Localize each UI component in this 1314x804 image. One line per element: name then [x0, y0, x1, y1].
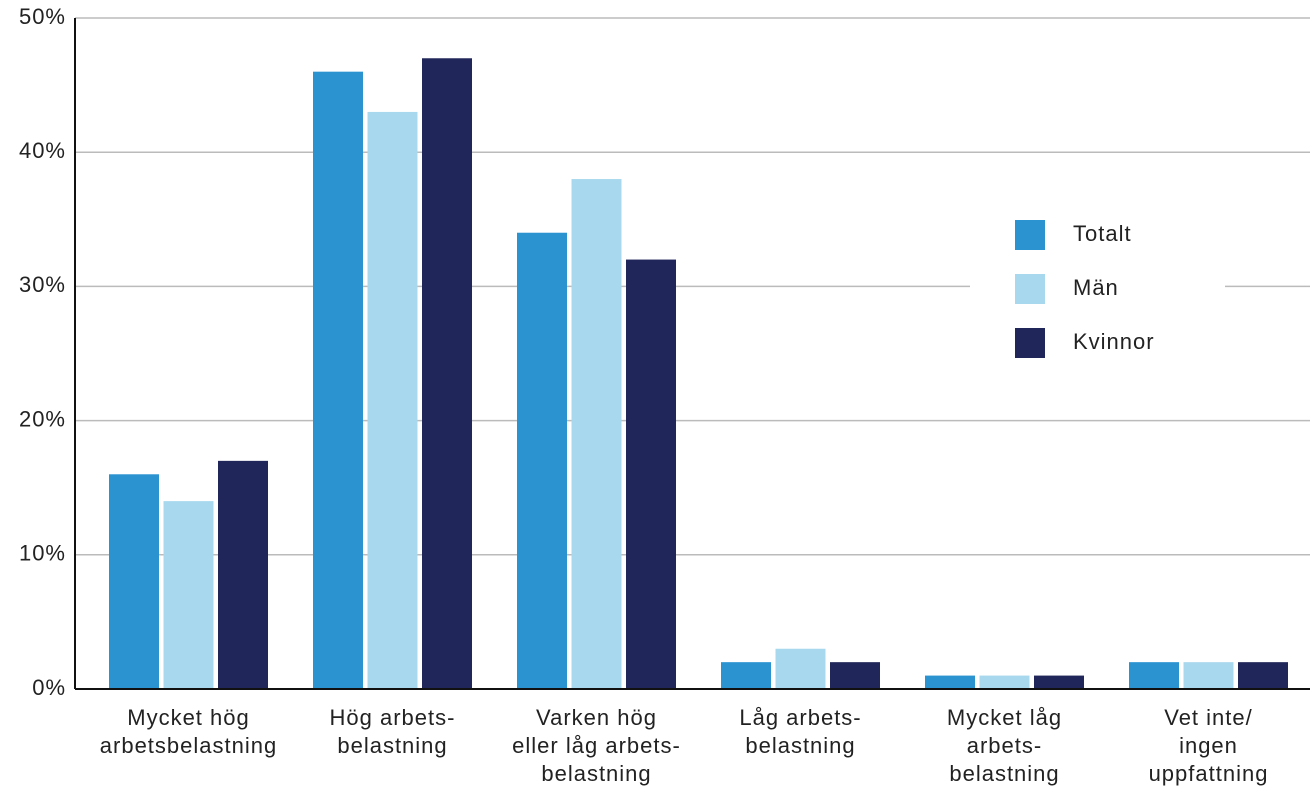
bar	[1183, 662, 1234, 689]
bar	[721, 662, 771, 689]
legend-swatch	[1015, 274, 1045, 304]
bar	[775, 648, 826, 689]
x-tick-label: Låg arbets- belastning	[739, 705, 862, 758]
bar	[367, 111, 418, 689]
legend-background	[970, 200, 1225, 370]
bar	[218, 460, 268, 689]
y-tick-label: 0%	[32, 675, 66, 700]
y-tick-label: 10%	[19, 541, 66, 566]
legend-swatch	[1015, 220, 1045, 250]
bar	[925, 675, 975, 689]
bar	[422, 58, 472, 689]
bar	[163, 501, 214, 689]
bar	[571, 179, 622, 690]
y-tick-label: 30%	[19, 272, 66, 297]
x-tick-label: Vet inte/ ingen uppfattning	[1148, 705, 1269, 786]
bar	[109, 474, 159, 689]
bar	[517, 232, 567, 689]
bar	[313, 71, 363, 690]
bar	[830, 662, 880, 689]
y-tick-label: 50%	[19, 4, 66, 29]
y-tick-label: 40%	[19, 138, 66, 163]
legend-label: Män	[1073, 275, 1119, 300]
bar	[1238, 662, 1288, 689]
bar	[1129, 662, 1179, 689]
bar	[979, 675, 1030, 689]
legend-swatch	[1015, 328, 1045, 358]
x-tick-label: Mycket hög arbetsbelastning	[99, 705, 278, 758]
y-tick-label: 20%	[19, 406, 66, 431]
x-tick-label: Mycket låg arbets- belastning	[946, 705, 1063, 786]
bar	[626, 259, 676, 689]
bar	[1034, 675, 1084, 689]
legend-label: Kvinnor	[1073, 329, 1155, 354]
x-tick-label: Hög arbets- belastning	[329, 705, 456, 758]
x-tick-label: Varken hög eller låg arbets- belastning	[512, 705, 681, 786]
legend-label: Totalt	[1073, 221, 1132, 246]
